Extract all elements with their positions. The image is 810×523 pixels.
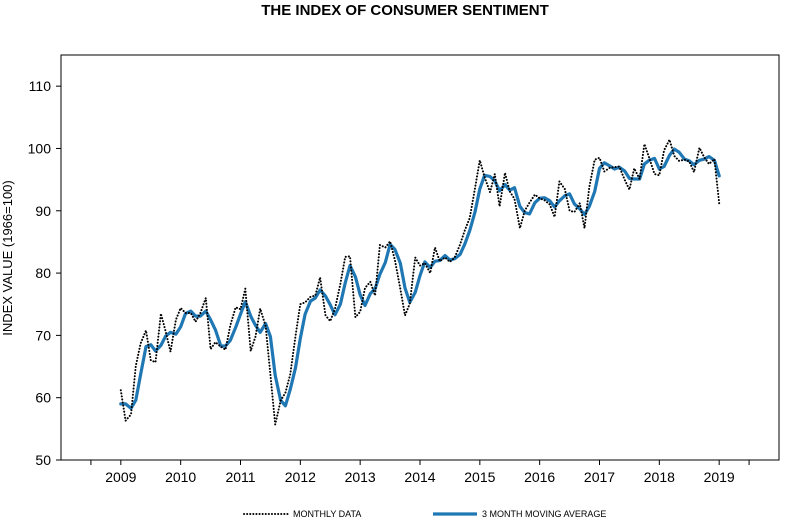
x-tick-label: 2019	[704, 469, 735, 485]
series-layer	[119, 138, 721, 426]
x-tick-label: 2013	[345, 469, 376, 485]
x-tick-label: 2017	[584, 469, 615, 485]
plot-border	[60, 54, 780, 461]
legend-item-monthly-data: MONTHLY DATA	[243, 509, 361, 519]
x-tick-label: 2009	[105, 469, 136, 485]
legend-item-moving-average: 3 MONTH MOVING AVERAGE	[433, 509, 606, 519]
y-tick-label: 70	[35, 327, 51, 343]
y-axis-title: INDEX VALUE (1966=100)	[0, 180, 15, 335]
legend: MONTHLY DATA 3 MONTH MOVING AVERAGE	[243, 509, 606, 519]
x-axis: 2009 2010 2011 2012 2013 2014 2015 2016 2017 2018…	[90, 460, 750, 485]
y-tick-label: 80	[35, 265, 51, 281]
x-tick-label: 2018	[644, 469, 675, 485]
chart-title: THE INDEX OF CONSUMER SENTIMENT	[261, 2, 549, 19]
x-tick-label: 2010	[165, 469, 196, 485]
x-tick-label: 2011	[225, 469, 255, 485]
plot-area	[60, 54, 780, 461]
x-tick-label: 2016	[524, 469, 555, 485]
x-tick-label: 2015	[464, 469, 495, 485]
y-tick-label: 100	[28, 140, 52, 156]
y-tick-label: 60	[35, 390, 51, 406]
legend-label: MONTHLY DATA	[293, 509, 361, 519]
legend-label: 3 MONTH MOVING AVERAGE	[482, 509, 606, 519]
x-tick-label: 2014	[404, 469, 435, 485]
y-axis: 50 60 70 80 90 100 110	[28, 78, 61, 468]
series-line-monthly-data	[119, 138, 721, 426]
y-tick-label: 50	[35, 452, 51, 468]
y-tick-label: 90	[35, 203, 51, 219]
x-tick-label: 2012	[285, 469, 316, 485]
y-tick-label: 110	[29, 78, 52, 94]
